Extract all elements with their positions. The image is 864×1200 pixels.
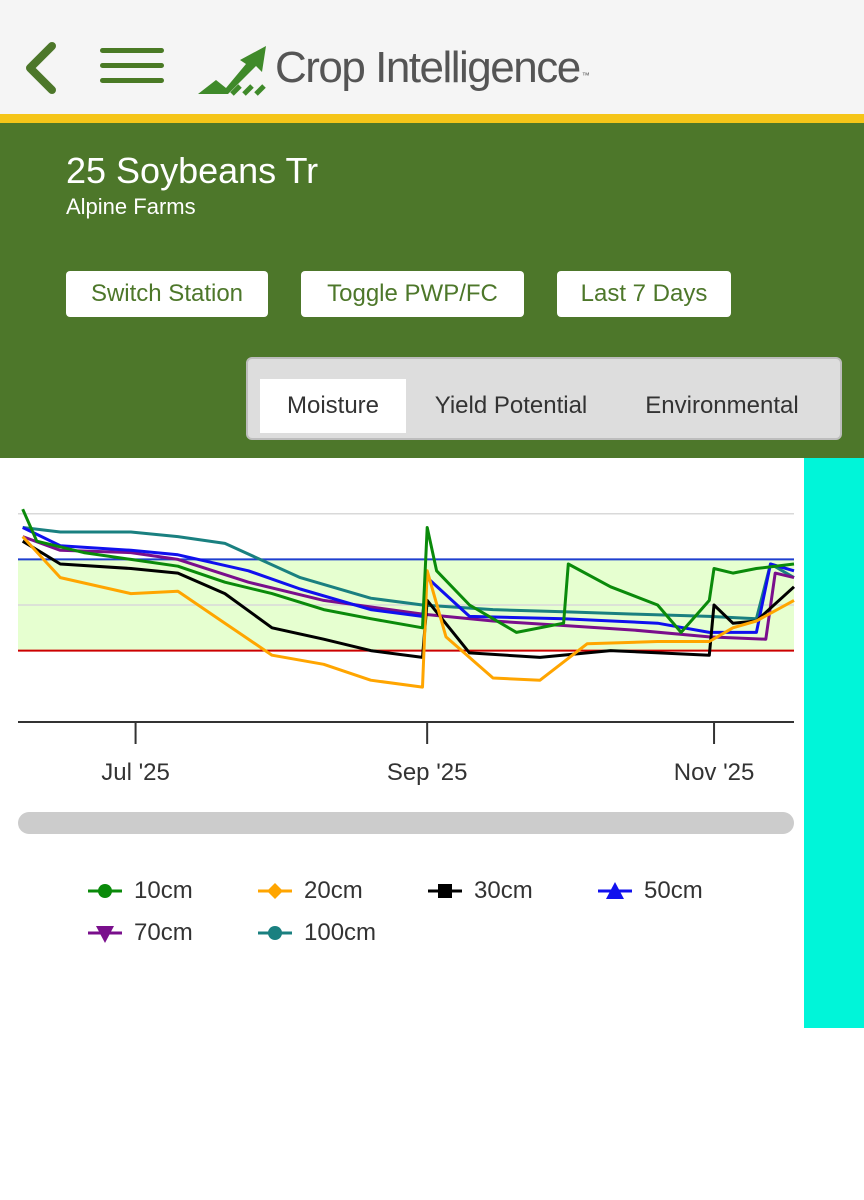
- legend-label: 20cm: [304, 877, 363, 904]
- legend-label: 70cm: [134, 919, 193, 946]
- hamburger-menu-icon[interactable]: [100, 46, 164, 86]
- series-line-10cm: [21, 508, 795, 634]
- legend-marker-icon: [598, 882, 632, 899]
- legend-label: 30cm: [474, 877, 533, 904]
- page-title: 25 Soybeans Tr: [66, 150, 319, 191]
- trademark-mark: ™: [581, 71, 590, 80]
- toggle-pwp-fc-button[interactable]: Toggle PWP/FC: [301, 271, 524, 317]
- legend-label: 10cm: [134, 877, 193, 904]
- series-line-70cm: [22, 535, 795, 641]
- app-top-bar: Crop Intelligence ™: [0, 0, 864, 114]
- x-tick-label: Jul '25: [101, 759, 170, 786]
- legend-label: 50cm: [644, 877, 703, 904]
- brand-name: Crop Intelligence ™: [275, 43, 590, 92]
- legend-marker-icon: [88, 926, 122, 943]
- rising-arrow-logo-icon: [198, 46, 266, 96]
- tab-yield-potential[interactable]: Yield Potential: [434, 392, 588, 419]
- last-7-days-button[interactable]: Last 7 Days: [557, 271, 731, 317]
- chevron-left-icon[interactable]: [22, 40, 62, 96]
- moisture-chart: Jul '25 Sep '25 Nov '25: [18, 508, 796, 786]
- x-tick-label: Nov '25: [674, 759, 755, 786]
- legend-marker-icon: [428, 884, 462, 898]
- switch-station-button[interactable]: Switch Station: [66, 271, 268, 317]
- farm-name: Alpine Farms: [66, 194, 196, 219]
- accent-stripe: [0, 114, 864, 123]
- station-header: 25 Soybeans Tr Alpine Farms Switch Stati…: [0, 123, 864, 458]
- tab-environmental[interactable]: Environmental: [645, 392, 799, 419]
- x-tick-label: Sep '25: [387, 759, 468, 786]
- chart-scrollbar[interactable]: [18, 812, 794, 834]
- chart-tab-bar: Moisture Yield Potential Environmental: [246, 357, 842, 440]
- series-line-20cm: [21, 535, 795, 689]
- legend-marker-icon: [88, 884, 122, 898]
- legend-marker-icon: [258, 926, 292, 940]
- side-panel: [804, 458, 864, 1028]
- legend-marker-icon: [258, 883, 292, 899]
- tab-moisture[interactable]: Moisture: [260, 379, 406, 433]
- legend-label: 100cm: [304, 919, 377, 946]
